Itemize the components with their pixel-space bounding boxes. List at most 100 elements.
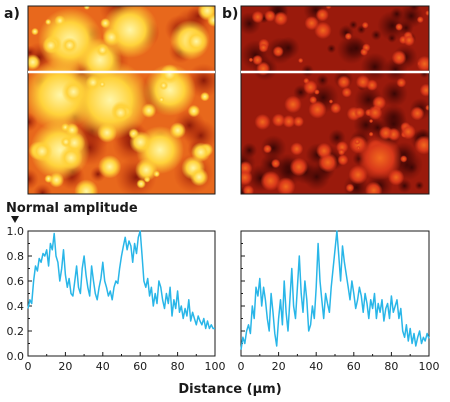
texture-dark-b — [370, 29, 382, 41]
texture-bright-a — [102, 28, 121, 47]
texture-bright-b — [271, 113, 286, 127]
texture-bright-a — [45, 18, 52, 26]
texture-bright-a — [65, 123, 79, 137]
texture-bright-a — [98, 155, 122, 179]
texture-bright-b — [358, 136, 402, 180]
texture-bright-b — [293, 116, 304, 127]
texture-dark-b — [241, 142, 258, 159]
texture-bright-b — [254, 113, 271, 130]
x-tick-label: 20 — [272, 360, 286, 373]
texture-dark-b — [405, 161, 418, 174]
texture-bright-b — [270, 158, 281, 169]
texture-bright-a — [184, 29, 209, 54]
texture-bright-b — [303, 80, 318, 95]
x-tick-label: 40 — [309, 360, 323, 373]
texture-bright-b — [284, 95, 302, 114]
texture-bright-b — [260, 170, 281, 191]
texture-bright-b — [252, 54, 263, 66]
texture-bright-a — [134, 158, 158, 182]
texture-bright-b — [242, 185, 255, 194]
texture-bright-b — [315, 8, 329, 22]
y-tick-label: 0.8 — [7, 250, 25, 263]
texture-dark-b — [316, 74, 329, 87]
x-axis-title: Distance (µm) — [178, 382, 281, 397]
panel-label-b: b) — [222, 6, 238, 22]
series-line-b — [240, 230, 430, 350]
texture-bright-b — [248, 57, 254, 63]
texture-bright-b — [330, 102, 342, 114]
x-tick-label: 80 — [384, 360, 398, 373]
x-tick-label: 80 — [171, 360, 185, 373]
x-tick-label: 0 — [238, 360, 245, 373]
texture-bright-b — [290, 142, 304, 156]
texture-bright-b — [282, 115, 296, 128]
texture-bright-b — [368, 131, 374, 137]
texture-bright-b — [338, 148, 345, 156]
texture-bright-b — [263, 144, 272, 154]
texture-bright-b — [276, 177, 296, 194]
texture-bright-a — [61, 37, 78, 54]
y-tick-label: 0.0 — [7, 350, 25, 363]
texture-bright-a — [48, 172, 65, 188]
texture-bright-a — [100, 18, 111, 29]
y-axis-arrow-icon — [11, 216, 19, 223]
texture-dark-a — [28, 168, 39, 190]
texture-dark-b — [387, 33, 397, 43]
texture-dark-b — [414, 180, 425, 191]
texture-bright-b — [367, 105, 383, 120]
x-tick-label: 100 — [419, 360, 440, 373]
texture-bright-b — [264, 10, 276, 22]
texture-bright-b — [425, 104, 429, 111]
texture-bright-a — [97, 122, 117, 143]
image-panel-a — [28, 6, 215, 194]
texture-bright-b — [360, 48, 368, 56]
texture-dark-a — [33, 183, 53, 194]
y-axis-title: Normal amplitude — [6, 201, 138, 216]
texture-bright-a — [61, 79, 86, 104]
texture-bright-a — [31, 27, 39, 36]
texture-bright-b — [314, 21, 332, 40]
texture-bright-b — [414, 135, 429, 155]
texture-bright-a — [187, 104, 201, 118]
texture-bright-a — [144, 64, 196, 116]
texture-bright-a — [74, 179, 99, 194]
texture-bright-a — [60, 136, 72, 148]
texture-dark-b — [326, 43, 337, 54]
texture-bright-b — [289, 157, 309, 177]
x-tick-label: 100 — [205, 360, 226, 373]
texture-bright-a — [59, 146, 83, 170]
texture-bright-b — [400, 124, 416, 140]
x-tick-label: 0 — [25, 360, 32, 373]
texture-bright-b — [403, 34, 416, 47]
texture-bright-a — [190, 167, 209, 187]
texture-bright-b — [344, 32, 353, 41]
texture-bright-b — [410, 106, 425, 121]
texture-bright-b — [337, 75, 351, 89]
texture-bright-b — [325, 6, 332, 10]
texture-bright-b — [361, 21, 369, 29]
texture-bright-b — [258, 42, 269, 53]
texture-bright-a — [95, 43, 110, 57]
x-tick-label: 60 — [133, 360, 147, 373]
texture-bright-b — [345, 183, 355, 193]
texture-bright-b — [273, 11, 288, 26]
texture-bright-a — [42, 37, 60, 54]
texture-bright-b — [419, 83, 429, 97]
texture-bright-a — [200, 91, 210, 102]
texture-bright-b — [341, 87, 352, 98]
texture-bright-a — [190, 142, 211, 163]
texture-bright-b — [391, 50, 407, 66]
texture-bright-b — [356, 145, 361, 151]
texture-bright-b — [337, 154, 349, 166]
texture-bright-b — [241, 169, 253, 186]
texture-bright-a — [207, 13, 215, 27]
texture-bright-b — [353, 107, 365, 119]
texture-bright-b — [316, 142, 333, 159]
texture-bright-a — [54, 15, 66, 27]
y-tick-label: 0.2 — [7, 325, 25, 338]
texture-bright-b — [416, 55, 429, 72]
y-tick-label: 0.4 — [7, 300, 25, 313]
image-frame-b — [240, 5, 430, 195]
texture-bright-b — [308, 100, 327, 119]
